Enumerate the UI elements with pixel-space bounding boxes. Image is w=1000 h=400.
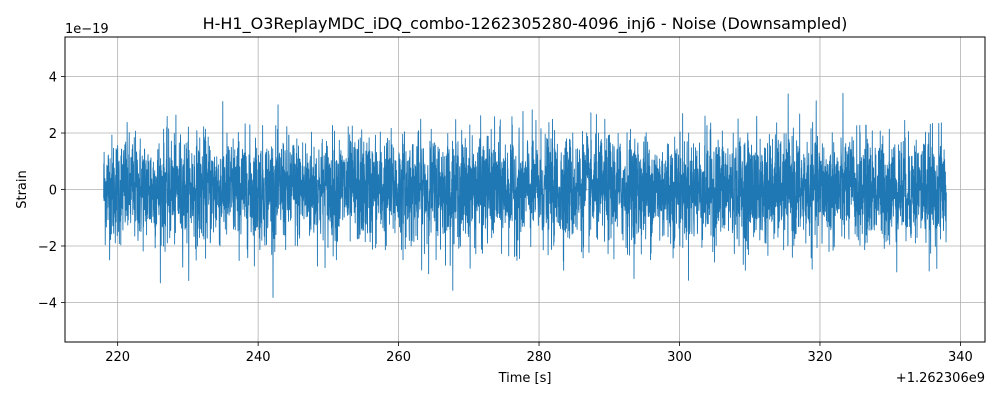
y-tick-label: −2	[38, 240, 57, 255]
series-layer	[103, 92, 947, 298]
x-tick-label: 320	[808, 350, 833, 365]
ticks: 220 240 260 280 300 320 340 −4 −2 0 2 4	[38, 71, 973, 365]
x-axis-label: Time [s]	[498, 371, 552, 386]
x-tick-label: 260	[386, 350, 411, 365]
x-tick-label: 340	[948, 350, 973, 365]
x-tick-label: 240	[246, 350, 271, 365]
chart-title: H-H1_O3ReplayMDC_iDQ_combo-1262305280-40…	[203, 14, 848, 34]
x-offset-label: +1.262306e9	[896, 371, 985, 386]
y-tick-label: 2	[49, 127, 57, 142]
y-tick-label: −4	[38, 296, 57, 311]
y-tick-label: 0	[49, 184, 57, 199]
y-axis-label: Strain	[15, 170, 30, 209]
strain-series-line	[103, 92, 947, 298]
y-scale-label: 1e−19	[65, 22, 109, 37]
y-tick-label: 4	[49, 71, 57, 86]
x-tick-label: 280	[527, 350, 552, 365]
x-tick-label: 220	[105, 350, 130, 365]
x-tick-label: 300	[667, 350, 692, 365]
